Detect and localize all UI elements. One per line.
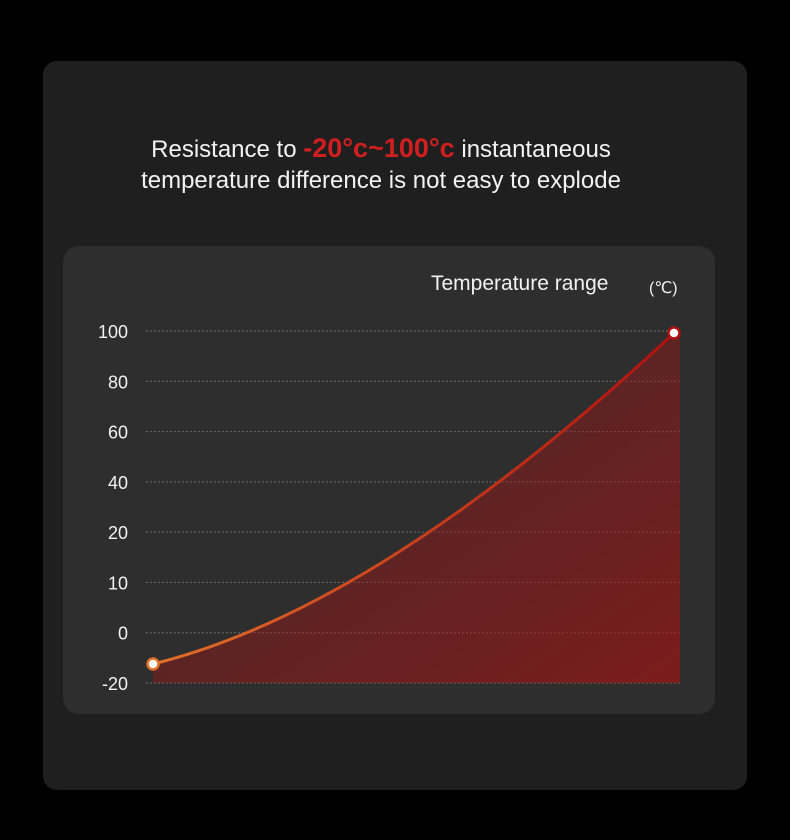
y-tick-label: 60 <box>108 423 128 443</box>
y-tick-label: 0 <box>118 624 128 644</box>
area-fill <box>153 333 680 683</box>
headline-line-1: Resistance to -20°c~100°c instantaneous <box>43 133 719 165</box>
y-tick-label: -20 <box>102 674 128 694</box>
y-tick-label: 100 <box>98 322 128 342</box>
temperature-curve <box>151 331 676 666</box>
y-tick-label: 80 <box>108 372 128 392</box>
y-tick-label: 40 <box>108 473 128 493</box>
headline-prefix: Resistance to <box>151 136 304 163</box>
chart-title: Temperature range <box>431 272 609 295</box>
y-tick-label: 20 <box>108 523 128 543</box>
chart-unit: (℃) <box>649 280 678 297</box>
y-tick-label: 10 <box>108 573 128 593</box>
temperature-highlight: -20°c~100°c <box>303 133 455 163</box>
start-point-marker <box>146 657 160 671</box>
end-point-marker <box>667 326 681 340</box>
headline-suffix: instantaneous <box>454 136 611 163</box>
headline-line-2: temperature difference is not easy to ex… <box>141 167 621 194</box>
headline: Resistance to -20°c~100°c instantaneous … <box>43 133 719 196</box>
